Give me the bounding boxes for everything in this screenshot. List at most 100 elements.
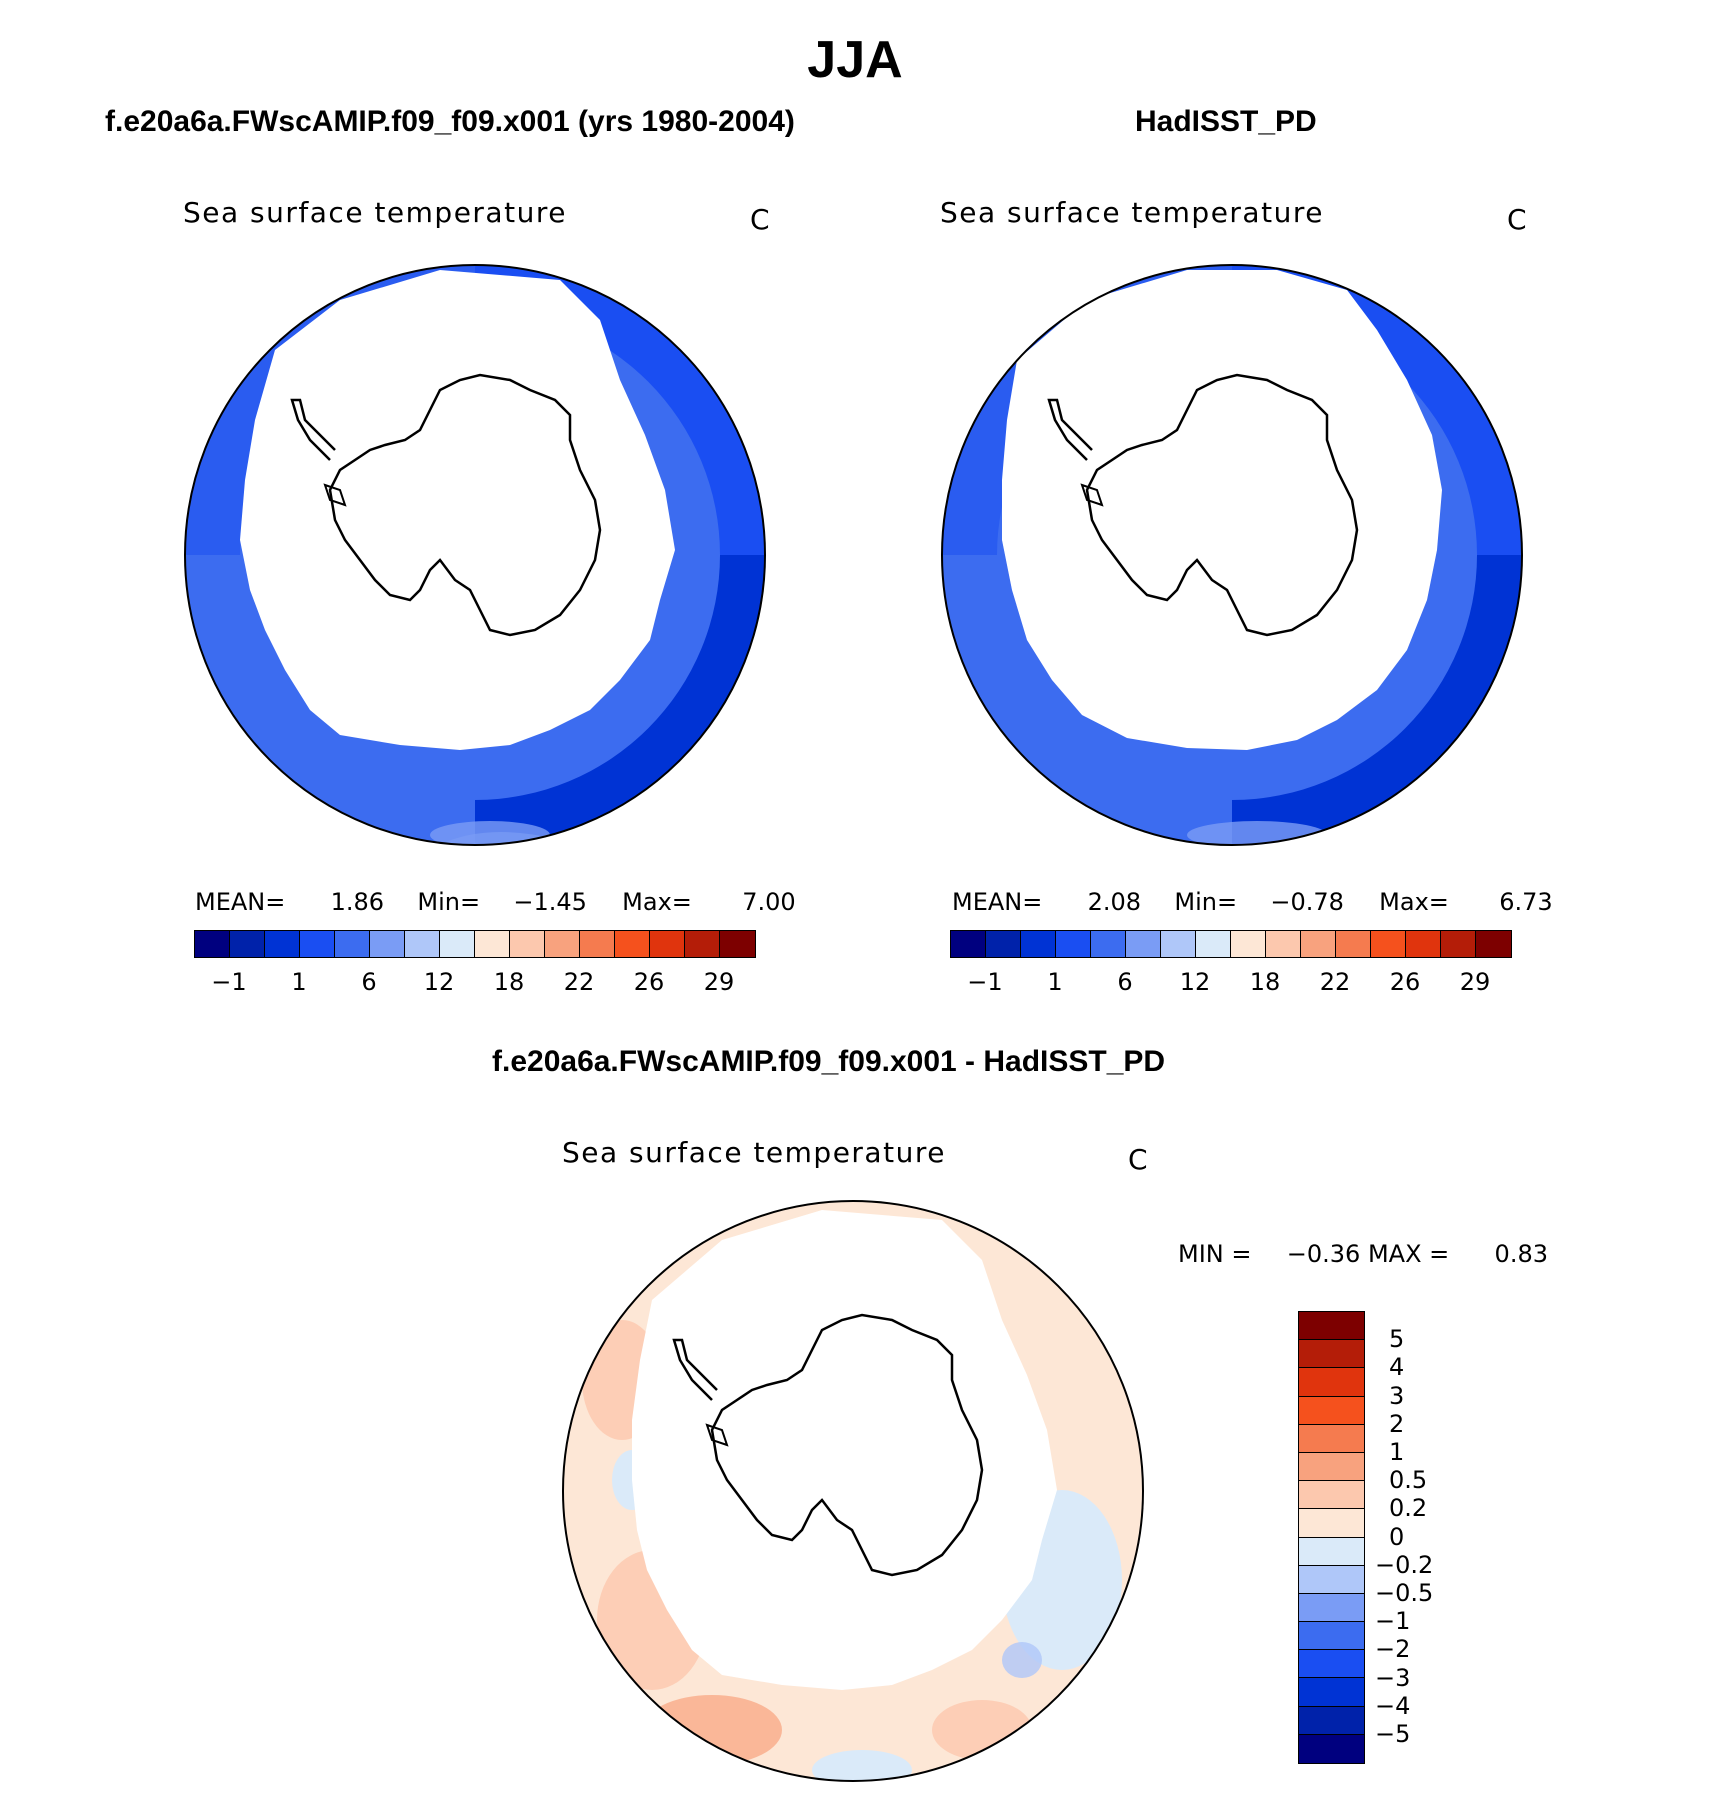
obs-colorbar-swatch [1021,931,1056,957]
diff-colorbar-tick-label: −2 [1375,1635,1411,1664]
obs-colorbar-swatch [1196,931,1231,957]
diff-colorbar-tick-label: −1 [1375,1607,1411,1636]
model-colorbar-swatch [230,931,265,957]
diff-coastline [710,1313,984,1577]
model-colorbar-swatch [405,931,440,957]
diff-colorbar-swatch [1299,1706,1364,1735]
diff-colorbar-tick-label: −5 [1375,1720,1411,1748]
model-colorbar-swatch [265,931,300,957]
obs-colorbar-swatch [1056,931,1091,957]
obs-colorbar-tick-label: 1 [1047,968,1063,996]
model-colorbar-swatch [720,931,755,957]
model-min-value: −1.45 [513,888,587,916]
obs-coastline [1085,373,1359,637]
obs-colorbar-swatch [951,931,986,957]
figure-title: JJA [807,31,903,89]
obs-mean-value: 2.08 [1087,888,1142,916]
model-variable-label: Sea surface temperature [183,196,567,229]
obs-colorbar-swatch [1266,931,1301,957]
diff-map [562,1200,1144,1782]
diff-colorbar-swatch [1299,1312,1364,1341]
diff-colorbar-swatch [1299,1509,1364,1538]
obs-map [941,264,1523,846]
model-colorbar [194,930,756,958]
diff-max-value: 0.83 [1494,1240,1548,1268]
diff-colorbar-swatch [1299,1593,1364,1623]
diff-colorbar-tick-label: −4 [1375,1691,1411,1720]
diff-colorbar-swatch [1299,1424,1364,1453]
diff-colorbar-swatch [1299,1650,1364,1679]
model-colorbar-tick-label: 6 [361,968,377,996]
model-case-title: f.e20a6a.FWscAMIP.f09_f09.x001 (yrs 1980… [105,105,795,138]
model-colorbar-swatch [545,931,580,957]
obs-colorbar-tick-label: 29 [1459,968,1491,996]
obs-colorbar-swatch [1126,931,1161,957]
model-colorbar-swatch [195,931,230,957]
diff-colorbar-ticks: 5 4 3 2 1 0.5 0.2 0 −0.2 −0.5 −1 −2 −3 −4 −5 [1375,1311,1455,1771]
model-min-label: Min= [417,888,481,916]
model-colorbar-swatch [370,931,405,957]
obs-colorbar-swatch [986,931,1021,957]
diff-case-title: f.e20a6a.FWscAMIP.f09_f09.x001 - HadISST… [492,1045,1166,1078]
model-colorbar-tick-label: 12 [423,968,455,996]
model-colorbar-swatch [475,931,510,957]
diff-colorbar-swatch [1299,1368,1364,1397]
obs-variable-label: Sea surface temperature [940,196,1324,229]
diff-colorbar-tick-label: −0.5 [1375,1579,1434,1607]
diff-colorbar-tick-label: −0.2 [1375,1550,1434,1579]
model-mean-label: MEAN= [195,888,286,916]
model-colorbar-ticks: −1 1 6 12 18 22 26 29 [194,968,758,998]
diff-ice-mask [632,1210,1057,1690]
model-colorbar-swatch [510,931,545,957]
model-coastline [328,373,602,637]
diff-colorbar-tick-label: 0.2 [1389,1494,1428,1523]
diff-colorbar-swatch [1299,1396,1364,1425]
obs-colorbar-swatch [1231,931,1266,957]
obs-units-label: C [1507,203,1527,236]
model-mean-value: 1.86 [330,888,385,916]
diff-colorbar-swatch [1299,1340,1364,1369]
obs-stats: MEAN= 2.08 Min= −0.78 Max= 6.73 [952,888,1553,916]
diff-colorbar-tick-label: 3 [1389,1381,1405,1410]
diff-colorbar-swatch [1299,1678,1364,1707]
model-colorbar-tick-label: 22 [563,968,595,996]
obs-colorbar-swatch [1161,931,1196,957]
obs-max-label: Max= [1379,888,1449,916]
model-colorbar-tick-label: 26 [633,968,665,996]
diff-units-label: C [1128,1143,1148,1176]
obs-colorbar-swatch [1371,931,1406,957]
obs-mean-label: MEAN= [952,888,1043,916]
obs-colorbar-swatch [1441,931,1476,957]
obs-colorbar-swatch [1476,931,1511,957]
diff-min-value: −0.36 [1286,1240,1361,1268]
diff-colorbar-tick-label: −3 [1375,1663,1411,1692]
diff-variable-label: Sea surface temperature [562,1136,946,1169]
obs-min-label: Min= [1174,888,1238,916]
model-units-label: C [750,203,770,236]
model-colorbar-swatch [440,931,475,957]
obs-max-value: 6.73 [1499,888,1553,916]
model-colorbar-swatch [615,931,650,957]
obs-colorbar-ticks: −1 1 6 12 18 22 26 29 [950,968,1514,998]
model-max-label: Max= [622,888,692,916]
diff-max-label: MAX = [1367,1240,1450,1268]
model-colorbar-swatch [300,931,335,957]
obs-colorbar-tick-label: −1 [967,968,1003,996]
obs-colorbar-tick-label: 22 [1319,968,1351,996]
diff-min-label: MIN = [1178,1240,1252,1268]
diff-colorbar-swatch [1299,1452,1364,1482]
diff-stats: MIN = −0.36 MAX = 0.83 [1178,1240,1548,1268]
obs-min-value: −0.78 [1270,888,1344,916]
diff-colorbar-tick-label: 5 [1389,1325,1405,1354]
obs-colorbar-tick-label: 26 [1389,968,1421,996]
model-colorbar-tick-label: 1 [291,968,307,996]
obs-colorbar-swatch [1301,931,1336,957]
obs-colorbar [950,930,1512,958]
obs-colorbar-swatch [1336,931,1371,957]
model-map [184,264,766,846]
obs-colorbar-tick-label: 18 [1249,968,1281,996]
obs-case-title: HadISST_PD [1135,105,1317,138]
diff-sst-field [563,1201,1143,1781]
model-colorbar-swatch [335,931,370,957]
model-ice-mask [240,270,675,750]
